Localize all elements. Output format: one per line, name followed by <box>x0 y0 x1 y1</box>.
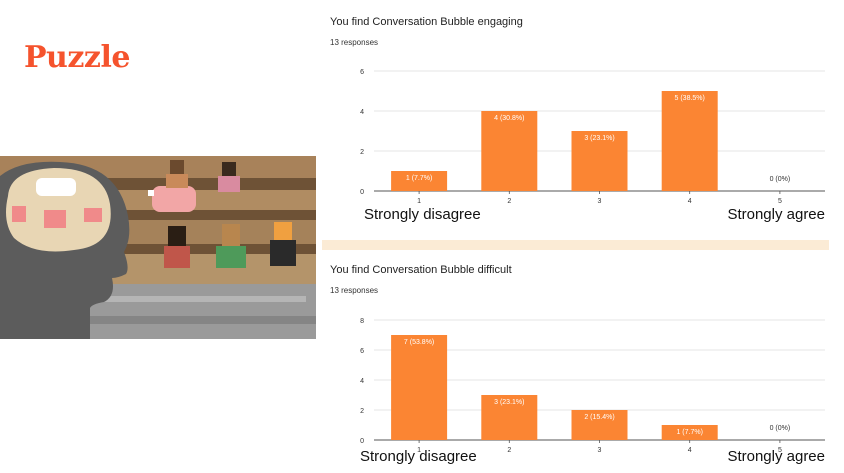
data-label: 2 (15.4%) <box>584 414 614 421</box>
chart-panel-engaging: You find Conversation Bubble engaging 13… <box>322 8 829 238</box>
pixel-art-illustration <box>0 156 316 339</box>
bar <box>391 171 448 191</box>
chart-title: You find Conversation Bubble engaging <box>330 16 523 28</box>
chart-title: You find Conversation Bubble difficult <box>330 264 512 276</box>
scale-low-label: Strongly disagree <box>360 448 477 465</box>
x-tick-label: 3 <box>598 447 602 454</box>
bar <box>571 410 628 440</box>
scale-low-label: Strongly disagree <box>364 206 481 223</box>
y-tick-label: 2 <box>360 408 364 415</box>
x-tick-label: 1 <box>417 198 421 205</box>
data-label: 0 (0%) <box>770 176 791 183</box>
y-tick-label: 8 <box>360 318 364 325</box>
x-tick-label: 4 <box>688 198 692 205</box>
x-tick-label: 4 <box>688 447 692 454</box>
x-tick-label: 2 <box>507 447 511 454</box>
y-tick-label: 2 <box>360 149 364 156</box>
data-label: 5 (38.5%) <box>675 95 705 102</box>
bar <box>481 395 538 440</box>
data-label: 1 (7.7%) <box>676 429 702 436</box>
bar <box>571 131 628 191</box>
y-tick-label: 0 <box>360 189 364 196</box>
scale-high-label: Strongly agree <box>727 206 825 223</box>
x-tick-label: 1 <box>417 447 421 454</box>
chart-panel-difficult: You find Conversation Bubble difficult 1… <box>322 256 829 471</box>
y-tick-label: 0 <box>360 438 364 445</box>
bar <box>481 111 538 191</box>
data-label: 7 (53.8%) <box>404 339 434 346</box>
data-label: 4 (30.8%) <box>494 115 524 122</box>
speech-bubble <box>152 186 196 212</box>
data-label: 3 (23.1%) <box>494 399 524 406</box>
data-label: 0 (0%) <box>770 425 791 432</box>
y-tick-label: 6 <box>360 348 364 355</box>
section-divider <box>322 240 829 250</box>
bar-chart-difficult: 0 2 4 6 8 7 (53.8%) 1 3 (23.1%) 2 2 (15.4%) 3 1 (7.… <box>360 318 825 454</box>
x-tick-label: 5 <box>778 447 782 454</box>
bar-chart-engaging: 0 2 4 6 1 (7.7%) 1 4 (30.8%) 2 3 (23.1%) 3 5 (38.5… <box>360 69 825 205</box>
response-count: 13 responses <box>330 286 379 295</box>
y-tick-label: 6 <box>360 69 364 76</box>
slide-title: Puzzle <box>24 40 130 75</box>
bar <box>661 91 718 191</box>
scale-high-label: Strongly agree <box>727 448 825 465</box>
y-tick-label: 4 <box>360 109 364 116</box>
thought-bubble <box>36 178 76 196</box>
data-label: 1 (7.7%) <box>406 175 432 182</box>
x-tick-label: 2 <box>507 198 511 205</box>
x-tick-label: 3 <box>598 198 602 205</box>
y-tick-label: 4 <box>360 378 364 385</box>
bar <box>391 335 448 440</box>
data-label: 3 (23.1%) <box>584 135 614 142</box>
x-tick-label: 5 <box>778 198 782 205</box>
response-count: 13 responses <box>330 38 379 47</box>
brain-shape <box>6 168 111 252</box>
bar <box>661 425 718 440</box>
